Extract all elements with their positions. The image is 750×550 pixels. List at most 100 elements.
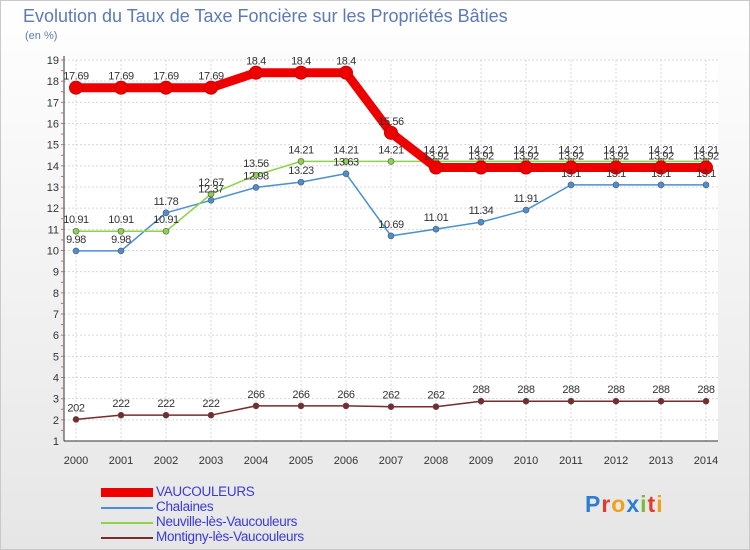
data-label-2: 14.21 [513,144,539,156]
chart-title: Evolution du Taux de Taxe Foncière sur l… [23,6,508,26]
series-point-0 [249,65,263,80]
proxiti-logo: Proxiti [585,491,664,518]
y-tick-label: 2 [53,415,59,427]
data-label-0: 13.92 [603,151,629,163]
series-point-2 [162,227,170,235]
series-point-0 [699,160,713,175]
data-label-1: 13.1 [606,168,626,180]
x-tick-label: 2011 [559,455,583,467]
series-point-3 [612,397,620,405]
y-tick-label: 5 [53,351,59,363]
data-label-0: 13.92 [423,151,449,163]
data-label-3: 266 [292,389,309,401]
x-tick-label: 2000 [64,455,88,467]
data-label-2: 13.56 [243,158,269,170]
data-label-2: 14.21 [378,144,404,156]
series-point-1 [342,170,350,177]
data-label-0: 17.69 [63,71,89,83]
series-point-0 [69,80,83,95]
series-point-3 [162,411,170,419]
series-point-3 [117,411,125,419]
x-tick-label: 2010 [514,455,538,467]
series-point-3 [657,397,665,405]
x-tick-label: 2007 [379,455,403,467]
x-tick-label: 2013 [649,455,673,467]
data-label-1: 13.23 [288,165,314,177]
data-label-1: 9.98 [111,234,131,246]
data-label-1: 11.78 [154,196,179,208]
logo-letter: i [640,491,648,517]
data-label-1: 10.69 [378,219,404,231]
series-point-3 [567,397,575,405]
data-label-3: 288 [607,384,624,396]
series-point-1 [612,181,620,189]
series-point-3 [387,403,395,411]
series-point-1 [477,218,485,226]
y-tick-label: 8 [53,288,59,300]
series-point-3 [207,411,215,419]
series-point-1 [522,206,530,214]
series-point-3 [432,403,440,411]
legend-label: VAUCOULEURS [156,484,255,499]
data-label-1: 11.34 [469,205,494,217]
x-tick-label: 2014 [694,455,718,467]
data-label-1: 13.1 [651,168,671,180]
data-label-3: 262 [382,390,399,402]
data-label-0: 18.4 [291,56,311,68]
data-label-0: 13.92 [648,151,674,163]
series-point-3 [522,397,530,405]
data-label-0: 13.92 [558,151,584,163]
series-point-1 [657,181,665,189]
data-label-2: 14.21 [603,144,629,156]
data-label-1: 12.98 [243,170,269,182]
series-point-1 [567,181,575,189]
data-label-2: 14.21 [288,144,314,156]
series-point-0 [654,160,668,175]
logo-letter: r [601,491,612,517]
logo-letter: t [647,491,657,517]
data-label-3: 262 [427,390,444,402]
series-point-1 [297,178,305,186]
y-tick-label: 18 [47,76,59,88]
data-label-1: 13.63 [333,157,359,169]
series-point-0 [474,160,488,175]
data-label-2: 12.67 [198,177,224,189]
series-point-0 [114,80,128,95]
data-label-3: 288 [517,384,534,396]
legend-label: Neuville-lès-Vaucouleurs [156,514,298,529]
series-point-2 [297,158,305,165]
data-label-0: 13.92 [513,151,539,163]
data-label-3: 288 [697,384,714,396]
legend-swatch [101,507,153,509]
data-label-1: 12.37 [198,183,224,195]
data-label-2: 14.21 [423,144,449,156]
data-label-0: 13.92 [693,151,719,163]
legend-label: Montigny-lès-Vaucouleurs [156,529,304,544]
y-tick-label: 17 [47,97,59,109]
data-label-0: 17.69 [108,71,134,83]
y-tick-label: 11 [48,224,59,236]
series-point-3 [477,397,485,405]
series-point-3 [342,402,350,410]
series-point-0 [294,65,308,80]
series-point-3 [72,416,80,423]
data-label-1: 13.1 [696,168,716,180]
data-label-2: 10.91 [63,214,89,226]
data-label-3: 222 [202,398,219,410]
data-label-3: 288 [652,384,669,396]
data-label-0: 13.92 [468,151,494,163]
x-tick-label: 2008 [424,455,448,467]
data-label-2: 14.21 [468,144,494,156]
x-tick-label: 2005 [289,455,313,467]
y-tick-label: 13 [47,182,59,194]
y-tick-label: 10 [47,246,59,258]
y-tick-label: 4 [53,373,59,385]
series-point-0 [159,80,173,95]
data-label-2: 14.21 [648,144,674,156]
x-tick-label: 2003 [199,455,223,467]
data-label-0: 17.69 [153,71,179,83]
series-point-2 [207,190,215,198]
data-label-2: 14.21 [558,144,584,156]
